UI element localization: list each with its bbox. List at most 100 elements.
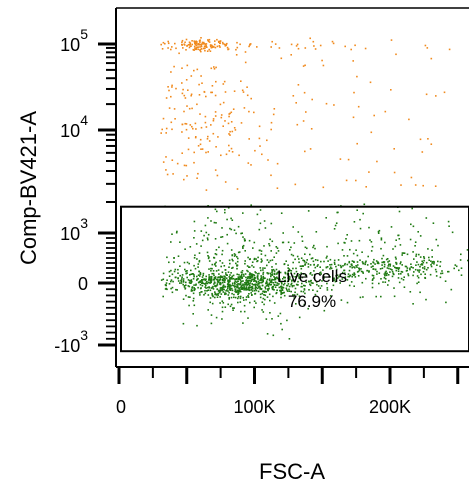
event-point [278, 47, 281, 49]
event-point [350, 240, 353, 242]
event-point [268, 243, 270, 245]
event-point [261, 284, 264, 287]
event-point [170, 95, 172, 98]
event-point [185, 270, 187, 273]
event-point [264, 287, 267, 290]
event-point [351, 264, 353, 267]
event-point [229, 305, 232, 308]
event-point [168, 270, 171, 273]
event-point [239, 301, 242, 303]
event-point [301, 276, 304, 279]
event-point [284, 280, 286, 282]
event-point [344, 276, 347, 278]
event-point [219, 42, 221, 44]
event-point [395, 53, 397, 56]
event-point [261, 301, 264, 303]
event-point [274, 278, 277, 281]
event-point [253, 300, 256, 302]
event-point [259, 281, 261, 284]
event-point [251, 290, 254, 292]
event-point [239, 297, 242, 300]
event-point [347, 275, 349, 278]
event-point [250, 204, 252, 206]
event-point [165, 132, 167, 134]
event-point [214, 94, 217, 97]
event-point [260, 261, 263, 263]
event-point [343, 264, 346, 266]
event-point [393, 148, 395, 150]
event-point [207, 255, 209, 257]
event-point [195, 283, 197, 286]
event-point [284, 272, 287, 275]
event-point [216, 282, 219, 284]
event-point [188, 41, 191, 44]
event-point [326, 273, 329, 275]
event-point [419, 235, 422, 237]
event-point [204, 45, 206, 47]
event-point [246, 265, 249, 267]
event-point [287, 241, 290, 244]
event-point [326, 282, 328, 285]
event-point [198, 259, 201, 262]
event-point [373, 277, 375, 279]
event-point [313, 244, 315, 247]
event-point [253, 289, 256, 292]
event-point [160, 43, 162, 46]
event-point [185, 281, 187, 284]
event-point [231, 130, 234, 133]
event-point [276, 276, 278, 279]
event-point [399, 262, 402, 265]
event-point [198, 41, 201, 43]
live-cells-gate[interactable] [120, 205, 469, 353]
event-point [403, 252, 406, 254]
event-point [200, 47, 203, 50]
event-point [368, 171, 370, 173]
event-point [269, 281, 272, 283]
event-point [206, 237, 209, 239]
event-point [393, 171, 396, 174]
event-point [382, 281, 384, 283]
event-point [221, 306, 224, 309]
event-point [402, 279, 405, 281]
event-point [186, 175, 188, 177]
event-point [234, 285, 236, 287]
event-point [216, 296, 219, 298]
event-point [201, 239, 204, 242]
event-point [432, 260, 435, 263]
event-point [240, 280, 243, 283]
event-point [410, 263, 412, 265]
event-point [222, 284, 225, 286]
event-point [292, 95, 295, 97]
event-point [251, 283, 253, 285]
event-point [222, 83, 225, 85]
event-point [192, 278, 195, 280]
event-point [236, 273, 238, 276]
event-point [245, 286, 248, 288]
event-point [210, 278, 213, 281]
event-point [316, 259, 319, 262]
event-point [187, 279, 190, 281]
event-point [215, 249, 218, 251]
event-point [198, 292, 201, 294]
event-point [425, 261, 428, 264]
event-point [223, 281, 226, 283]
event-point [249, 272, 251, 274]
event-point [191, 43, 193, 46]
event-point [181, 276, 183, 278]
event-point [260, 279, 262, 282]
event-point [435, 95, 437, 97]
event-point [416, 282, 418, 285]
event-point [248, 286, 251, 289]
event-point [186, 64, 189, 67]
event-point [172, 173, 174, 175]
event-point [223, 80, 226, 83]
event-point [325, 266, 328, 269]
event-point [343, 255, 345, 257]
event-point [260, 281, 263, 284]
event-point [359, 259, 361, 261]
event-point [366, 269, 369, 272]
event-point [272, 334, 275, 337]
event-point [220, 154, 222, 157]
event-point [204, 49, 206, 52]
event-point [391, 270, 394, 273]
